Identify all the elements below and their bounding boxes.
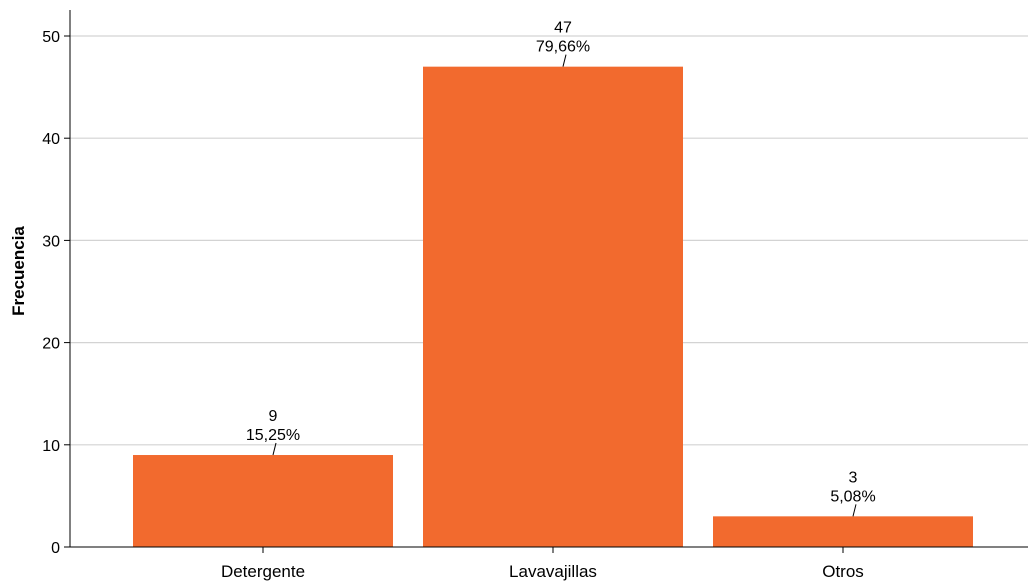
axes [69, 10, 1028, 548]
x-tick-label: Otros [822, 562, 864, 581]
data-label-percent: 79,66% [536, 39, 590, 56]
y-ticks: 0 10 20 30 40 50 [42, 29, 70, 557]
y-tick-label: 10 [42, 438, 60, 455]
y-tick-label: 50 [42, 29, 60, 46]
data-label-leader [562, 54, 567, 67]
data-label-leader [852, 504, 857, 517]
data-label-leader [272, 442, 277, 456]
y-tick-label: 40 [42, 131, 60, 148]
data-label-count: 9 [269, 408, 278, 425]
x-tick-labels: Detergente Lavavajillas Otros [221, 547, 864, 581]
y-tick-label: 20 [42, 336, 60, 353]
data-label-count: 3 [849, 469, 858, 486]
bar-detergente [133, 455, 393, 547]
data-label-count: 47 [554, 20, 572, 37]
data-labels: 9 15,25% 47 79,66% 3 5,08% [246, 20, 876, 517]
data-label-percent: 15,25% [246, 427, 300, 444]
x-tick-label: Detergente [221, 562, 305, 581]
bar-lavavajillas [423, 66, 683, 547]
bar-otros [713, 516, 973, 547]
y-tick-label: 0 [51, 540, 60, 557]
y-tick-label: 30 [42, 233, 60, 250]
x-tick-label: Lavavajillas [509, 562, 597, 581]
data-label-percent: 5,08% [830, 488, 875, 505]
bars [133, 66, 973, 547]
y-axis-title: Frecuencia [9, 226, 28, 316]
